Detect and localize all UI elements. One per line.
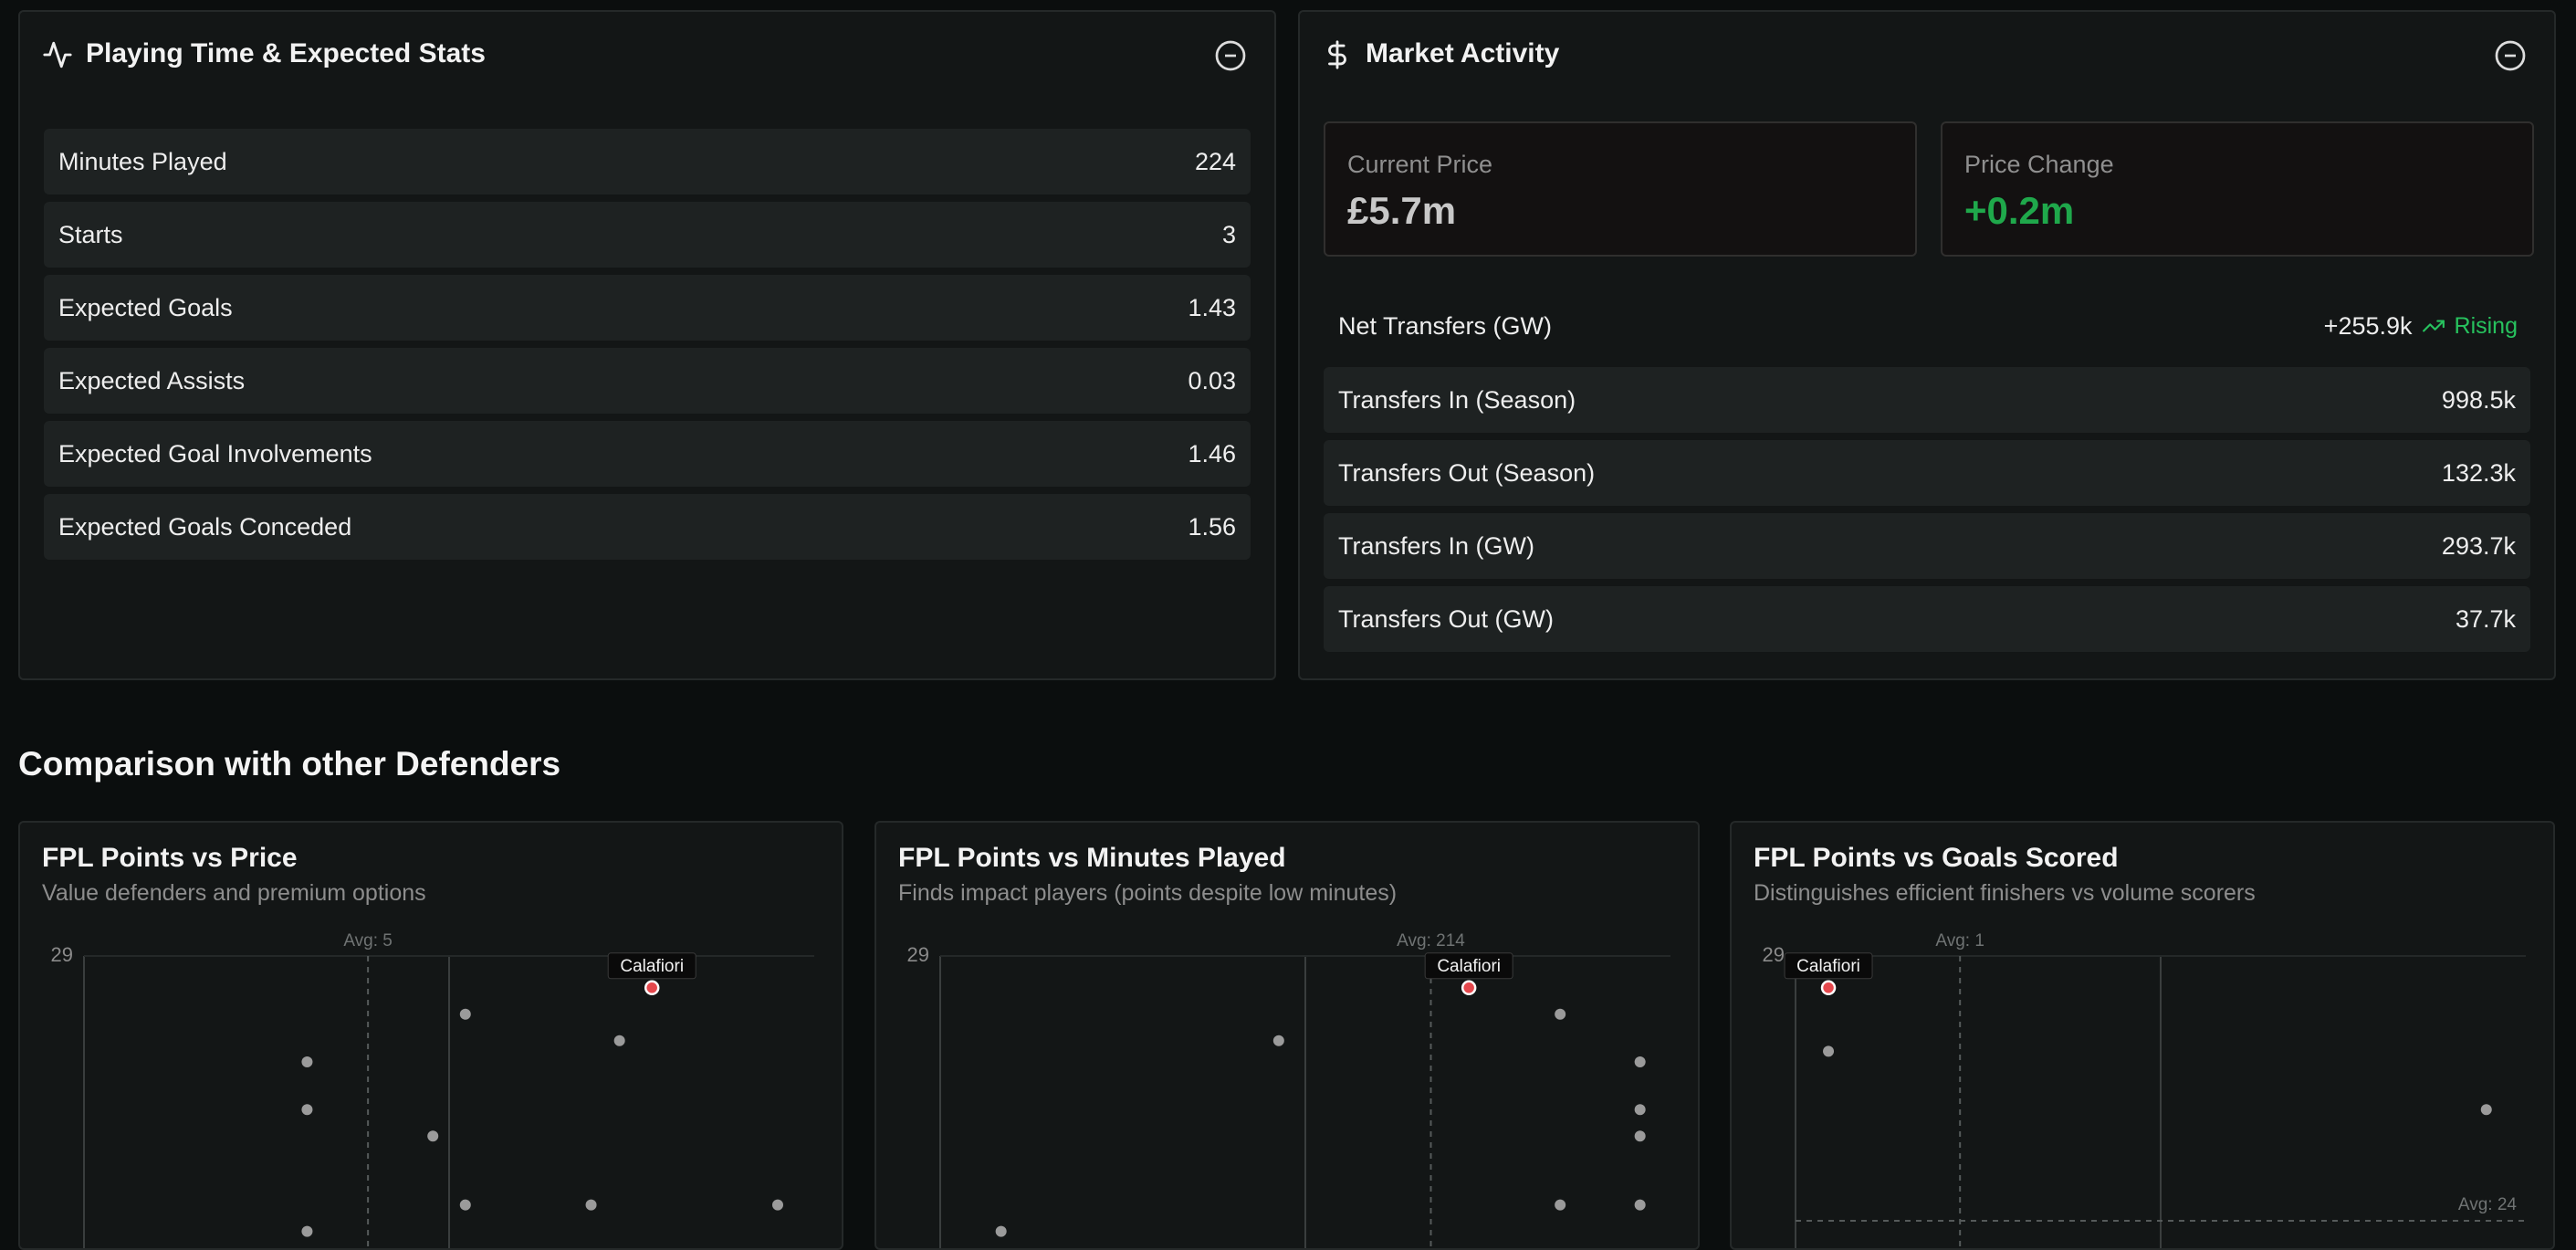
stat-value: 1.43 bbox=[1188, 293, 1236, 321]
y-tick-label: 29 bbox=[51, 943, 73, 966]
scatter-chart: 29 Avg: 5 Calafiori bbox=[51, 931, 814, 1248]
point-label-box bbox=[607, 952, 696, 980]
activity-icon bbox=[43, 41, 72, 68]
avg-label: Avg: 214 bbox=[1397, 931, 1465, 951]
stat-row: Expected Goals 1.43 bbox=[44, 275, 1251, 341]
panel-title: Market Activity bbox=[1366, 38, 1560, 68]
point bbox=[1555, 1008, 1566, 1020]
label: Current Price bbox=[1347, 151, 1493, 178]
collapse-button[interactable] bbox=[2494, 39, 2527, 72]
chart-title: FPL Points vs Goals Scored bbox=[1754, 843, 2119, 873]
y-tick-label: 29 bbox=[1763, 943, 1785, 966]
stat-label: Transfers In (Season) bbox=[1338, 385, 1576, 414]
stat-value: 37.7k bbox=[2455, 604, 2516, 633]
scatter-chart: 29 Avg: 1 Avg: 24 Calafiori bbox=[1763, 931, 2526, 1248]
point bbox=[585, 1199, 597, 1211]
point-label-box bbox=[1784, 952, 1873, 980]
panel-title: Playing Time & Expected Stats bbox=[86, 38, 486, 68]
avg-label: Avg: 24 bbox=[2458, 1195, 2518, 1214]
stat-label: Expected Goal Involvements bbox=[58, 439, 372, 467]
stat-value: 998.5k bbox=[2441, 385, 2516, 414]
stat-row: Minutes Played 224 bbox=[44, 129, 1251, 194]
avg-label: Avg: 5 bbox=[343, 931, 393, 951]
stat-row: Expected Assists 0.03 bbox=[44, 348, 1251, 414]
section-title: Comparison with other Defenders bbox=[18, 745, 561, 783]
stat-row: Starts 3 bbox=[44, 202, 1251, 268]
market-panel: Market Activity Current Price £5.7m Pric… bbox=[1298, 10, 2556, 680]
point bbox=[1272, 1035, 1284, 1046]
stat-label: Minutes Played bbox=[58, 147, 227, 175]
point-label: Calafiori bbox=[1796, 957, 1860, 976]
scatter-chart: 29 Avg: 214 Calafiori bbox=[907, 931, 1670, 1248]
dollar-icon bbox=[1328, 40, 1346, 69]
highlight-point bbox=[1461, 980, 1477, 996]
point bbox=[1634, 1056, 1646, 1067]
point bbox=[301, 1104, 313, 1116]
stat-row: Transfers In (Season) 998.5k bbox=[1324, 367, 2530, 433]
chart-title: FPL Points vs Minutes Played bbox=[898, 843, 1286, 873]
avg-label: Avg: 1 bbox=[1935, 931, 1984, 951]
net-transfers-row: Net Transfers (GW) +255.9k Rising bbox=[1338, 306, 2518, 346]
value: +255.9k bbox=[2323, 311, 2413, 340]
stat-label: Transfers Out (Season) bbox=[1338, 458, 1596, 487]
point-label: Calafiori bbox=[620, 957, 684, 976]
stat-row: Expected Goal Involvements 1.46 bbox=[44, 421, 1251, 487]
label: Net Transfers (GW) bbox=[1338, 311, 1553, 340]
point bbox=[1555, 1199, 1566, 1211]
chart-panel: FPL Points vs Minutes Played Finds impact… bbox=[874, 821, 1700, 1250]
point bbox=[1823, 1045, 1835, 1057]
stat-value: 224 bbox=[1194, 147, 1236, 175]
highlight-point bbox=[644, 980, 660, 996]
y-tick-label: 29 bbox=[907, 943, 929, 966]
label: Price Change bbox=[1964, 151, 2114, 178]
trend-icon bbox=[2422, 320, 2445, 332]
point bbox=[1634, 1130, 1646, 1142]
current-price-box: Current Price £5.7m bbox=[1324, 121, 1917, 257]
playing-time-panel: Playing Time & Expected Stats Minutes Pl… bbox=[18, 10, 1276, 680]
point bbox=[1634, 1104, 1646, 1116]
point bbox=[301, 1056, 313, 1067]
point bbox=[2480, 1104, 2492, 1116]
stat-row: Transfers Out (GW) 37.7k bbox=[1324, 586, 2530, 652]
stat-label: Transfers In (GW) bbox=[1338, 531, 1535, 560]
stat-label: Expected Assists bbox=[58, 366, 246, 394]
stat-value: 3 bbox=[1221, 220, 1236, 248]
stat-row: Transfers In (GW) 293.7k bbox=[1324, 513, 2530, 579]
stat-label: Expected Goals Conceded bbox=[58, 512, 352, 541]
stat-value: 1.46 bbox=[1188, 439, 1236, 467]
point bbox=[301, 1225, 313, 1237]
point-label: Calafiori bbox=[1437, 957, 1501, 976]
price-change-box: Price Change +0.2m bbox=[1941, 121, 2534, 257]
stat-label: Starts bbox=[58, 220, 123, 248]
stat-value: 293.7k bbox=[2441, 531, 2516, 560]
stat-value: 0.03 bbox=[1188, 366, 1236, 394]
chart-subtitle: Value defenders and premium options bbox=[42, 880, 426, 906]
price-change: +0.2m bbox=[1964, 189, 2075, 232]
point bbox=[1634, 1199, 1646, 1211]
point-label-box bbox=[1424, 952, 1513, 980]
point bbox=[459, 1008, 471, 1020]
stat-value: 1.56 bbox=[1188, 512, 1236, 541]
point bbox=[613, 1035, 625, 1046]
collapse-button[interactable] bbox=[1214, 39, 1247, 72]
stat-row: Transfers Out (Season) 132.3k bbox=[1324, 440, 2530, 506]
stat-row: Expected Goals Conceded 1.56 bbox=[44, 494, 1251, 560]
chart-panel: FPL Points vs Goals Scored Distinguishes … bbox=[1730, 821, 2555, 1250]
highlight-point bbox=[1820, 980, 1837, 996]
point bbox=[995, 1225, 1007, 1237]
value-group: +255.9k Rising bbox=[2324, 312, 2518, 341]
current-price: £5.7m bbox=[1347, 189, 1457, 232]
point bbox=[427, 1130, 439, 1142]
stat-value: 132.3k bbox=[2441, 458, 2516, 487]
stat-label: Expected Goals bbox=[58, 293, 233, 321]
chart-subtitle: Distinguishes efficient finishers vs vol… bbox=[1754, 880, 2256, 906]
chart-subtitle: Finds impact players (points despite low… bbox=[898, 880, 1398, 906]
point bbox=[772, 1199, 783, 1211]
stat-label: Transfers Out (GW) bbox=[1338, 604, 1555, 633]
chart-panel: FPL Points vs Price Value defenders and p… bbox=[18, 821, 843, 1250]
chart-title: FPL Points vs Price bbox=[42, 843, 298, 873]
trend: Rising bbox=[2454, 312, 2518, 339]
point bbox=[459, 1199, 471, 1211]
